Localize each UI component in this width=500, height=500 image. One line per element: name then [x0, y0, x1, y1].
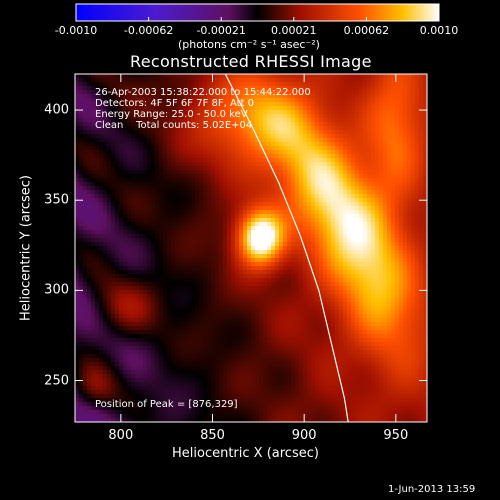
y-axis-label: Heliocentric Y (arcsec): [18, 175, 34, 321]
axis-ticks: [75, 74, 427, 422]
colorbar-tick-label: -0.0010: [54, 24, 98, 37]
colorbar-tick-label: -0.00062: [123, 24, 174, 37]
x-tick-label: 800: [108, 428, 134, 443]
x-tick-label: 900: [291, 428, 317, 443]
chart-title: Reconstructed RHESSI Image: [130, 52, 372, 71]
y-tick-label: 300: [44, 282, 69, 298]
colorbar-units-label: (photons cm⁻² s⁻¹ asec⁻²): [178, 38, 320, 51]
x-tick-label: 850: [200, 428, 225, 443]
x-axis-label: Heliocentric X (arcsec): [172, 446, 319, 461]
info-line-counts: Clean Total counts: 5.02E+04: [95, 120, 253, 131]
info-line-time: 26-Apr-2003 15:38:22.000 to 15:44:22.000: [95, 87, 311, 98]
info-line-energy: Energy Range: 25.0 - 50.0 keV: [95, 109, 248, 120]
info-line-detectors: Detectors: 4F 5F 6F 7F 8F, Att 0: [95, 98, 255, 109]
colorbar-ticks: [75, 17, 440, 21]
colorbar-tick-label: 0.00021: [271, 24, 317, 37]
colorbar: [75, 3, 440, 22]
peak-position-label: Position of Peak = [876,329]: [95, 399, 238, 410]
colorbar-tick-label: -0.00021: [196, 24, 246, 37]
render-timestamp: 1-Jun-2013 13:59: [388, 484, 476, 495]
heatmap-image: [75, 74, 427, 422]
y-tick-label: 400: [44, 102, 69, 118]
x-tick-label: 950: [383, 428, 409, 443]
plot-frame: [74, 73, 428, 423]
colorbar-tick-label: 0.0010: [419, 24, 459, 37]
y-tick-label: 350: [44, 192, 69, 208]
colorbar-tick-label: 0.00062: [343, 24, 390, 37]
solar-limb-line: [224, 74, 349, 422]
y-tick-label: 250: [44, 373, 69, 389]
